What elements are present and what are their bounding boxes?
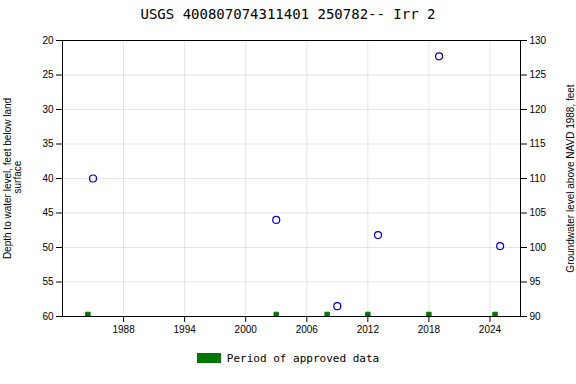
- svg-text:Depth to water level, feet bel: Depth to water level, feet below land su…: [2, 98, 23, 259]
- svg-text:1994: 1994: [174, 324, 197, 335]
- svg-text:2012: 2012: [357, 324, 380, 335]
- svg-text:120: 120: [530, 104, 547, 115]
- svg-text:95: 95: [530, 276, 542, 287]
- svg-text:50: 50: [42, 242, 54, 253]
- svg-text:25: 25: [42, 69, 54, 80]
- svg-text:40: 40: [42, 173, 54, 184]
- svg-text:Groundwater level above NAVD 1: Groundwater level above NAVD 1988, feet: [565, 84, 576, 272]
- svg-text:2006: 2006: [296, 324, 319, 335]
- svg-text:90: 90: [530, 311, 542, 322]
- svg-text:2024: 2024: [479, 324, 502, 335]
- svg-text:45: 45: [42, 207, 54, 218]
- svg-text:110: 110: [530, 173, 546, 184]
- svg-text:1988: 1988: [112, 324, 135, 335]
- svg-text:55: 55: [42, 276, 54, 287]
- svg-text:35: 35: [42, 138, 54, 149]
- svg-text:115: 115: [530, 138, 546, 149]
- svg-text:20: 20: [42, 35, 54, 46]
- svg-text:105: 105: [530, 207, 547, 218]
- html-text:USGS 400807074311401 250782--: USGS 400807074311401 250782-- Irr 2: [140, 6, 436, 22]
- svg-text:60: 60: [42, 311, 54, 322]
- svg-text:2018: 2018: [418, 324, 441, 335]
- svg-text:2000: 2000: [235, 324, 258, 335]
- svg-text:100: 100: [530, 242, 547, 253]
- html-text:Period of approved data: Period of approved data: [226, 351, 380, 365]
- svg-text:30: 30: [42, 104, 54, 115]
- svg-text:125: 125: [530, 69, 547, 80]
- svg-text:130: 130: [530, 35, 547, 46]
